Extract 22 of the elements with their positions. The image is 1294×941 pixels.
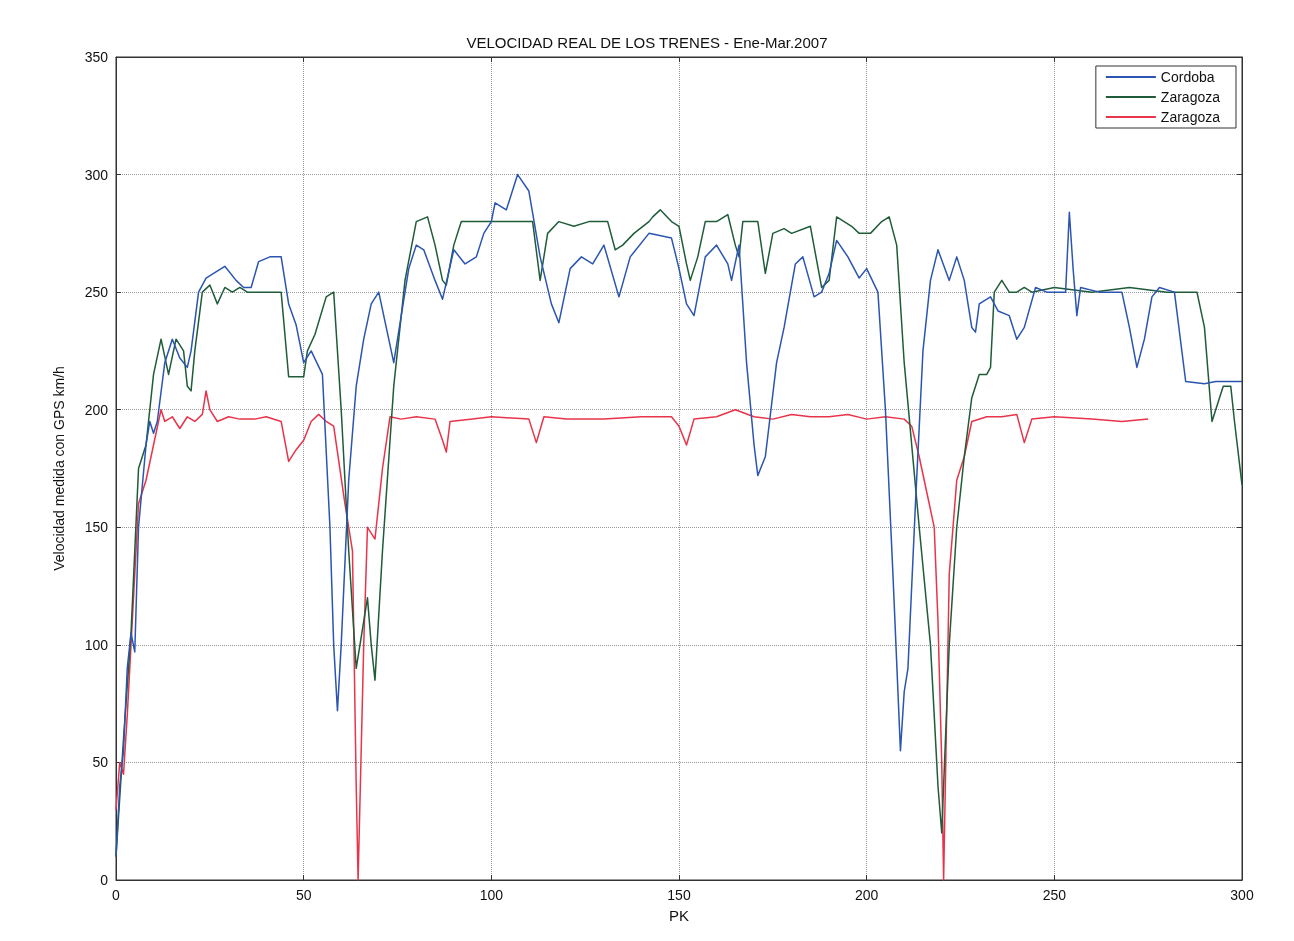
y-tick-label: 250 — [84, 284, 109, 301]
legend-label: Cordoba — [1160, 69, 1215, 85]
x-tick-label: 250 — [1042, 887, 1067, 903]
x-tick-label: 300 — [1230, 887, 1254, 903]
x-tick-label: 200 — [854, 887, 879, 903]
x-tick-label: 150 — [667, 887, 691, 903]
legend-label: Zaragoza — [1160, 109, 1221, 125]
x-tick-label: 0 — [112, 887, 121, 903]
chart-title: VELOCIDAD REAL DE LOS TRENES - Ene-Mar.2007 — [466, 34, 828, 51]
y-tick-label: 300 — [84, 166, 109, 183]
y-axis-title: Velocidad medida con GPS km/h — [51, 366, 67, 571]
y-tick-label: 200 — [84, 401, 109, 418]
y-tick-label: 0 — [100, 872, 109, 888]
y-tick-label: 100 — [84, 636, 109, 653]
line-series — [115, 390, 1149, 881]
x-tick-label: 50 — [295, 887, 312, 903]
x-tick-label: 100 — [479, 887, 504, 903]
x-axis-title: PK — [668, 907, 690, 924]
legend-label: Zaragoza — [1160, 89, 1221, 105]
y-tick-label: 50 — [92, 754, 109, 771]
y-tick-label: 150 — [84, 519, 109, 536]
y-tick-label: 350 — [84, 49, 109, 65]
